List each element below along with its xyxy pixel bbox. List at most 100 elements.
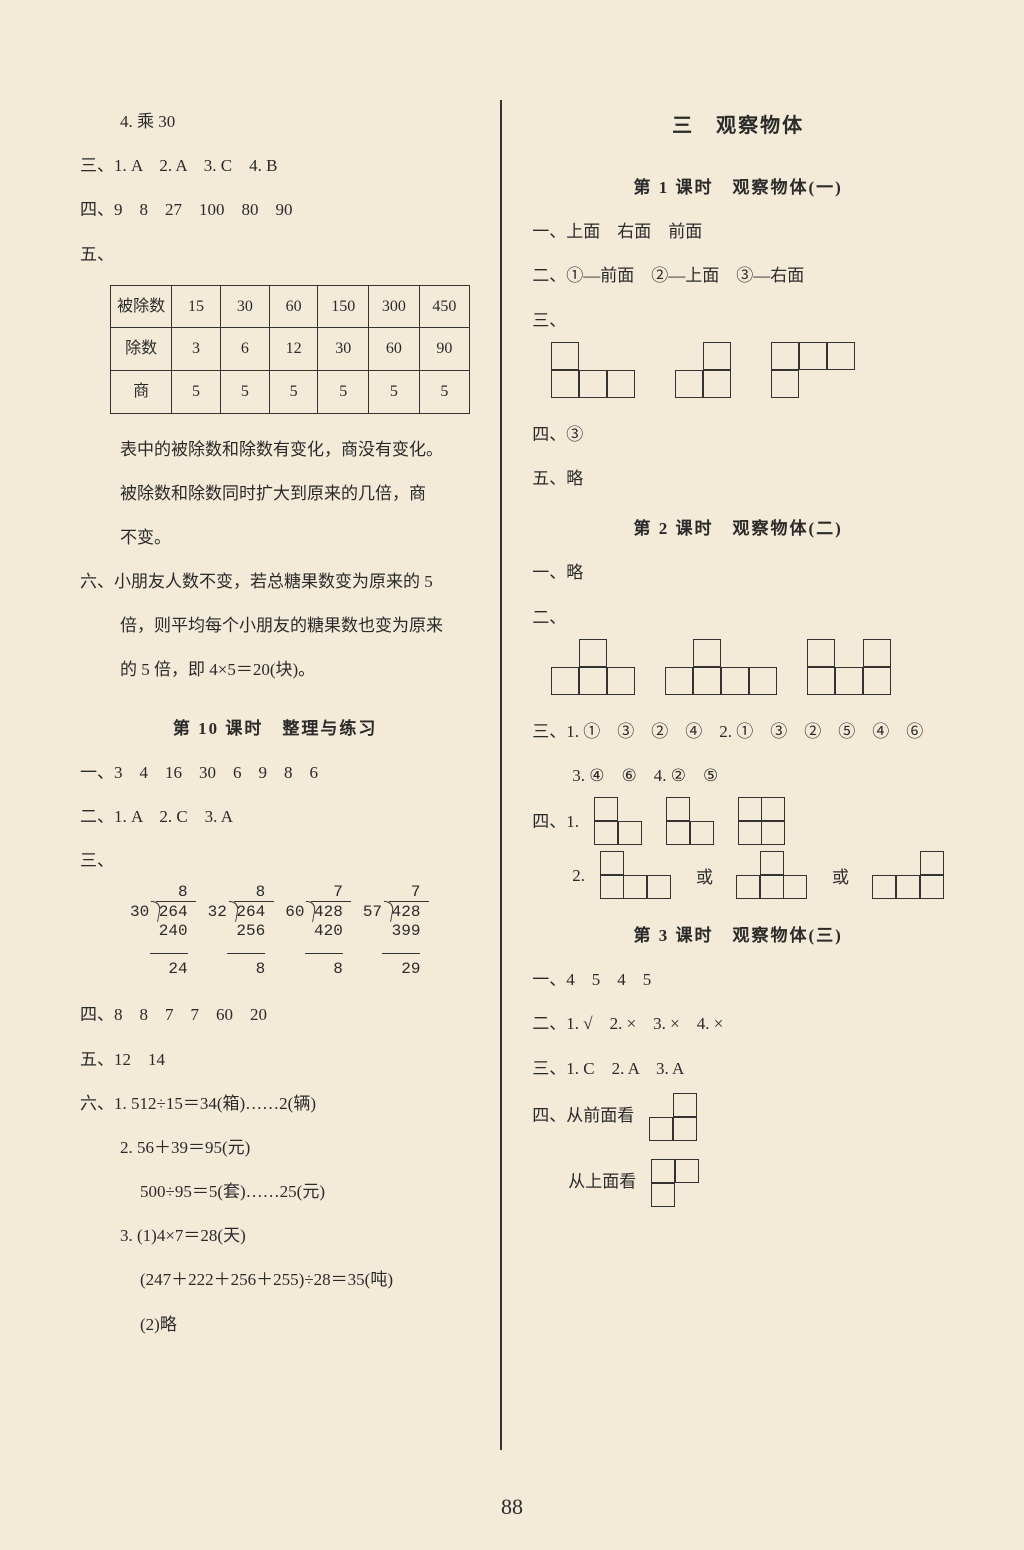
- label: 从上面看: [532, 1160, 636, 1204]
- cube-view-shape: [552, 343, 636, 399]
- text-line: 表中的被除数和除数有变化，商没有变化。: [80, 428, 470, 472]
- separator-text: 或: [832, 856, 849, 900]
- table-cell: 300: [369, 285, 420, 328]
- text-line: 三、1. C 2. A 3. A: [532, 1047, 944, 1091]
- text-line: 三、: [80, 839, 470, 883]
- cube-view-shape: [772, 343, 856, 399]
- cube-view-shape: [676, 343, 732, 399]
- cube-view-shape: [739, 798, 785, 846]
- text-line: 四、9 8 27 100 80 90: [80, 188, 470, 232]
- table-cell: 30: [220, 285, 269, 328]
- separator-text: 或: [696, 856, 713, 900]
- table-cell: 除数: [111, 328, 172, 371]
- long-division: 757 42839929: [363, 883, 421, 979]
- cube-view-shape: [667, 798, 715, 846]
- cube-view-shape: [552, 640, 636, 696]
- right-column: 三 观察物体 第 1 课时 观察物体(一) 一、上面 右面 前面 二、①—前面 …: [502, 100, 964, 1450]
- table-row: 除数 3 6 12 30 60 90: [111, 328, 470, 371]
- text-line: (2)略: [80, 1303, 470, 1347]
- cube-view-shape: [737, 852, 808, 900]
- shape-row-labeled: 从上面看: [532, 1156, 944, 1208]
- text-line: 四、③: [532, 413, 944, 457]
- cube-view-shape: [652, 1160, 700, 1208]
- text-line: 六、1. 512÷15＝34(箱)……2(辆): [80, 1082, 470, 1126]
- table-row: 被除数 15 30 60 150 300 450: [111, 285, 470, 328]
- page: 4. 乘 30 三、1. A 2. A 3. C 4. B 四、9 8 27 1…: [60, 100, 964, 1450]
- text-line: 五、12 14: [80, 1038, 470, 1082]
- text-line: 五、: [80, 233, 470, 277]
- text-line: 三、: [532, 299, 944, 343]
- shape-row: [532, 640, 944, 696]
- shape: [652, 1156, 700, 1208]
- table-row: 商 5 5 5 5 5 5: [111, 370, 470, 413]
- section-heading: 三 观察物体: [532, 100, 944, 152]
- table-cell: 3: [172, 328, 221, 371]
- lesson-heading: 第 3 课时 观察物体(三): [532, 914, 944, 958]
- table-cell: 15: [172, 285, 221, 328]
- shape: [650, 1091, 698, 1142]
- text-line: 三、1. ① ③ ② ④ 2. ① ③ ② ⑤ ④ ⑥: [532, 710, 944, 754]
- table-cell: 5: [318, 370, 369, 413]
- long-divisions: 830 26424024 832 2642568 760 4284208 757 42…: [80, 883, 470, 979]
- table-cell: 商: [111, 370, 172, 413]
- table-cell: 被除数: [111, 285, 172, 328]
- long-division: 760 4284208: [285, 883, 343, 979]
- text-line: 二、: [532, 596, 944, 640]
- left-column: 4. 乘 30 三、1. A 2. A 3. C 4. B 四、9 8 27 1…: [60, 100, 502, 1450]
- table-cell: 5: [269, 370, 318, 413]
- long-division: 832 2642568: [208, 883, 266, 979]
- text-line: 二、1. A 2. C 3. A: [80, 795, 470, 839]
- text-line: 倍，则平均每个小朋友的糖果数也变为原来: [80, 604, 470, 648]
- table-cell: 5: [419, 370, 470, 413]
- shape-row-labeled: 2. 或或: [532, 852, 944, 900]
- cube-view-shape: [808, 640, 892, 696]
- text-line: (247＋222＋256＋255)÷28＝35(吨): [80, 1258, 470, 1302]
- label: 四、1.: [532, 800, 579, 844]
- text-line: 二、1. √ 2. × 3. × 4. ×: [532, 1002, 944, 1046]
- text-line: 四、8 8 7 7 60 20: [80, 993, 470, 1037]
- table-cell: 150: [318, 285, 369, 328]
- label: 四、从前面看: [532, 1094, 634, 1138]
- table-cell: 90: [419, 328, 470, 371]
- text-line: 三、1. A 2. A 3. C 4. B: [80, 144, 470, 188]
- shape-row: 或或: [601, 852, 944, 900]
- text-line: 3. (1)4×7＝28(天): [80, 1214, 470, 1258]
- shape-row-labeled: 四、从前面看: [532, 1091, 944, 1142]
- text-line: 2. 56＋39＝95(元): [80, 1126, 470, 1170]
- table-cell: 12: [269, 328, 318, 371]
- cube-view-shape: [650, 1094, 698, 1142]
- text-line: 4. 乘 30: [80, 100, 470, 144]
- shape-row: [532, 343, 944, 399]
- lesson-heading: 第 2 课时 观察物体(二): [532, 507, 944, 551]
- long-division: 830 26424024: [130, 883, 188, 979]
- shape-row-labeled: 四、1.: [532, 798, 944, 846]
- text-line: 五、略: [532, 457, 944, 501]
- page-number: 88: [0, 1494, 1024, 1520]
- text-line: 500÷95＝5(套)……25(元): [80, 1170, 470, 1214]
- text-line: 不变。: [80, 516, 470, 560]
- table-cell: 60: [269, 285, 318, 328]
- table-cell: 5: [172, 370, 221, 413]
- table-cell: 450: [419, 285, 470, 328]
- lesson-heading: 第 10 课时 整理与练习: [80, 707, 470, 751]
- table-cell: 6: [220, 328, 269, 371]
- cube-view-shape: [873, 852, 944, 900]
- table-cell: 60: [369, 328, 420, 371]
- text-line: 六、小朋友人数不变，若总糖果数变为原来的 5: [80, 560, 470, 604]
- text-line: 3. ④ ⑥ 4. ② ⑤: [532, 754, 944, 798]
- text-line: 被除数和除数同时扩大到原来的几倍，商: [80, 472, 470, 516]
- cube-view-shape: [595, 798, 643, 846]
- cube-view-shape: [601, 852, 672, 900]
- text-line: 一、3 4 16 30 6 9 8 6: [80, 751, 470, 795]
- text-line: 一、4 5 4 5: [532, 958, 944, 1002]
- table-cell: 5: [369, 370, 420, 413]
- shape-row: [595, 798, 785, 846]
- cube-view-shape: [666, 640, 778, 696]
- division-table: 被除数 15 30 60 150 300 450 除数 3 6 12 30 60…: [110, 285, 470, 414]
- lesson-heading: 第 1 课时 观察物体(一): [532, 166, 944, 210]
- text-line: 一、上面 右面 前面: [532, 210, 944, 254]
- text-line: 的 5 倍，即 4×5＝20(块)。: [80, 648, 470, 692]
- label: 2.: [532, 854, 585, 898]
- table-cell: 30: [318, 328, 369, 371]
- table-cell: 5: [220, 370, 269, 413]
